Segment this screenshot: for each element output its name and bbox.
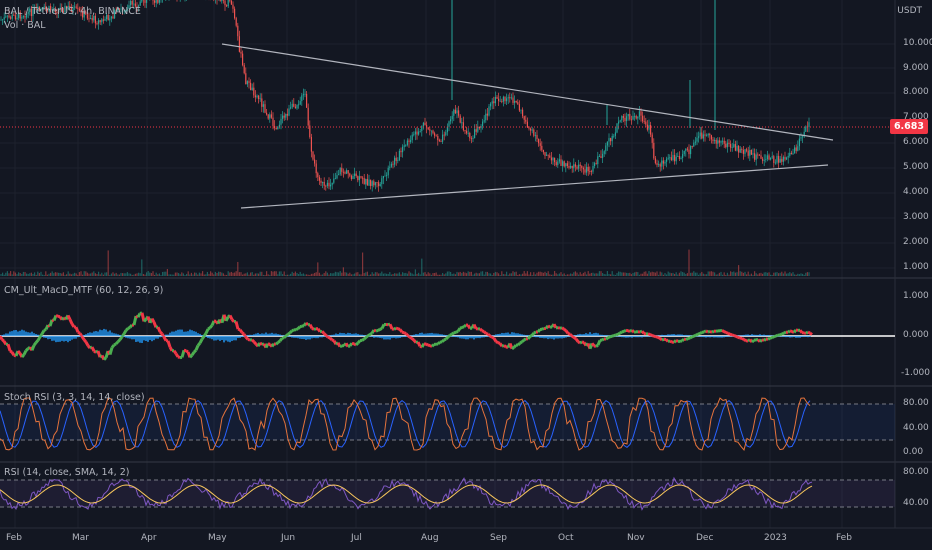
candlesticks[interactable] <box>0 0 810 192</box>
price-tick: 5.000 <box>903 162 929 172</box>
time-label: Aug <box>421 533 439 543</box>
time-label: Apr <box>141 533 157 543</box>
time-label: Feb <box>6 533 22 543</box>
macd-series <box>0 311 813 361</box>
volume-bars <box>0 249 810 276</box>
time-label: Sep <box>490 533 507 543</box>
rsi-title[interactable]: RSI (14, close, SMA, 14, 2) <box>4 467 130 478</box>
macd-tick: 1.000 <box>903 291 929 301</box>
time-label: Feb <box>836 533 852 543</box>
price-tick: 1.000 <box>903 262 929 272</box>
time-label: Oct <box>558 533 574 543</box>
price-tick: 10.000 <box>903 38 932 48</box>
price-tick: 7.000 <box>903 112 929 122</box>
stoch-title[interactable]: Stoch RSI (3, 3, 14, 14, close) <box>4 392 145 403</box>
last-price-tag: 6.683 <box>889 119 928 134</box>
stoch-band <box>0 404 895 440</box>
volume-label: Vol · BAL <box>4 20 46 31</box>
time-label: Jun <box>281 533 296 543</box>
time-label: Dec <box>696 533 714 543</box>
price-tick: 4.000 <box>903 187 929 197</box>
currency-label: USDT <box>897 6 922 16</box>
rsi-tick: 40.00 <box>903 498 929 508</box>
symbol-title: BAL / TetherUS, 4h, BINANCE <box>4 6 141 17</box>
price-tick: 8.000 <box>903 87 929 97</box>
price-tick: 3.000 <box>903 212 929 222</box>
time-label: Nov <box>627 533 645 543</box>
macd-title[interactable]: CM_Ult_MacD_MTF (60, 12, 26, 9) <box>4 285 164 296</box>
stoch-tick: 40.00 <box>903 423 929 433</box>
stoch-tick: 0.00 <box>903 447 924 457</box>
price-tick: 9.000 <box>903 63 929 73</box>
stoch-series <box>0 397 811 451</box>
time-label: 2023 <box>764 533 787 543</box>
rsi-series <box>0 476 813 511</box>
time-label: Jul <box>351 533 362 543</box>
macd-tick: -1.000 <box>901 368 931 378</box>
price-tick: 6.000 <box>903 137 929 147</box>
time-label: Mar <box>72 533 89 543</box>
rsi-band <box>0 480 895 507</box>
lower-trendline[interactable] <box>240 164 829 209</box>
macd-tick: 0.000 <box>903 330 929 340</box>
rsi-tick: 80.00 <box>903 467 929 477</box>
upper-trendline[interactable] <box>221 43 834 141</box>
stoch-tick: 80.00 <box>903 398 929 408</box>
price-tick: 2.000 <box>903 237 929 247</box>
time-label: May <box>208 533 227 543</box>
